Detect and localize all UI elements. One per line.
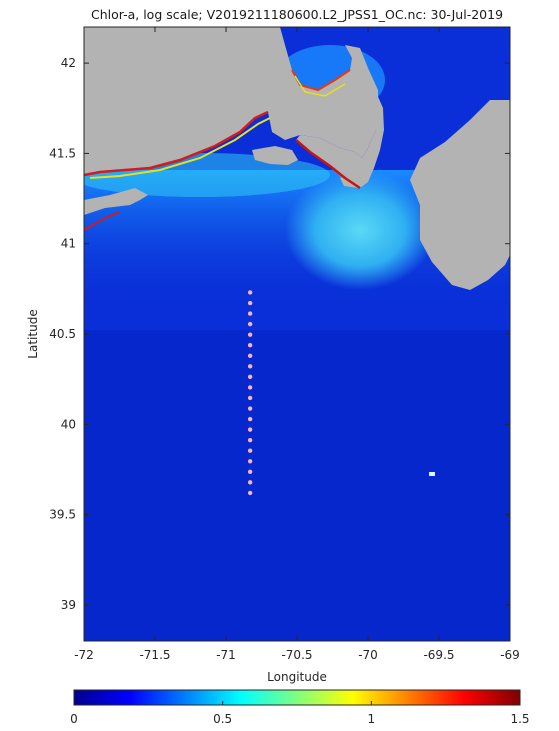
x-tick-label: -72 [74,648,94,662]
station-point [247,480,253,485]
colorbar-ticks: 0 0.5 1 1.5 [70,701,530,726]
station-point [247,332,253,337]
station-point [247,290,253,295]
y-tick-label: 41 [61,237,76,251]
colorbar-tick-label: 0.5 [213,712,232,726]
x-axis: -72 -71.5 -71 -70.5 -70 -69.5 -69 [74,27,520,662]
coastal-bloom-yellow [89,117,271,179]
station-point [247,343,253,348]
x-tick-label: -69.5 [423,648,454,662]
colorbar-tick-label: 1.5 [510,712,529,726]
x-axis-label: Longitude [267,670,327,684]
chart-title: Chlor-a, log scale; V2019211180600.L2_JP… [91,7,503,22]
y-axis: 42 41.5 41 40.5 40 39.5 39 [49,56,510,612]
x-tick-label: -70 [358,648,378,662]
x-tick-label: -70.5 [281,648,312,662]
small-island-marker [429,472,435,476]
colorbar-tick-label: 1 [368,712,376,726]
bay-bloom-inner [294,75,346,97]
station-point [247,321,253,327]
station-point [247,459,253,464]
cape-bloom [295,139,361,190]
station-point [247,427,253,432]
y-tick-label: 42 [61,56,76,70]
colorbar [73,689,521,706]
mainland-land [84,27,378,174]
nantucket-land [340,174,368,188]
colorbar-tick-label: 0 [70,712,78,726]
cape-cod-land [296,92,384,188]
y-tick-label: 41.5 [49,146,76,160]
y-tick-label: 40.5 [49,327,76,341]
martha-vineyard-land [252,146,298,165]
y-tick-label: 39.5 [49,508,76,522]
y-tick-label: 39 [61,598,76,612]
station-point [247,406,253,411]
station-point [247,469,253,475]
x-tick-label: -71 [216,648,236,662]
long-island-bloom [84,211,121,231]
station-point [247,364,253,369]
station-point [247,385,253,390]
station-point [247,395,253,401]
long-island-land [84,188,148,215]
y-tick-label: 40 [61,417,76,431]
map-area [84,27,510,641]
station-point [247,300,253,306]
y-axis-label: Latitude [26,309,40,358]
station-point [247,353,253,358]
station-point [247,448,253,453]
station-line [247,290,253,496]
station-point [247,416,253,422]
station-point [247,437,253,443]
x-tick-label: -69 [500,648,520,662]
station-point [247,311,253,316]
station-point [247,374,253,380]
shelf-plume [285,170,435,290]
x-tick-label: -71.5 [139,648,170,662]
nova-scotia-land [410,100,510,290]
station-point [247,490,253,496]
coastal-bloom-north [84,110,269,177]
deep-ocean-band [84,330,510,641]
